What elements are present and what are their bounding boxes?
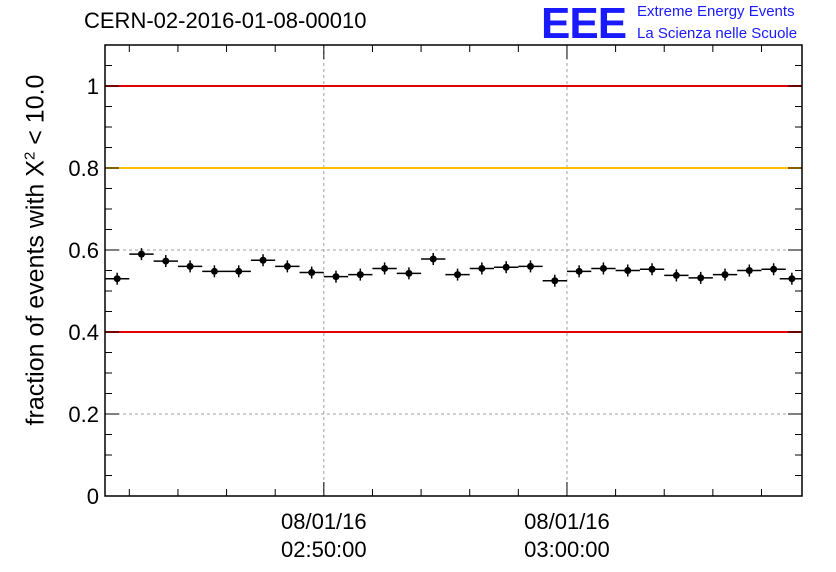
data-point [788, 275, 796, 283]
data-point [186, 262, 194, 270]
data-point [697, 274, 705, 282]
y-tick-label: 1 [87, 74, 99, 99]
x-tick-label-date: 08/01/16 [281, 509, 367, 534]
data-point [405, 269, 413, 277]
data-point [575, 267, 583, 275]
plot-frame [104, 44, 803, 497]
y-axis-label: fraction of events with X2 < 10.0 [21, 75, 50, 426]
data-point [551, 277, 559, 285]
data-point [283, 262, 291, 270]
data-point [381, 264, 389, 272]
y-tick-label: 0 [87, 484, 99, 509]
y-axis-label-prefix: fraction of events with X [21, 160, 50, 426]
data-point [745, 267, 753, 274]
data-point [599, 264, 607, 272]
data-point [308, 269, 316, 277]
data-point [770, 265, 778, 273]
chart-title: CERN-02-2016-01-08-00010 [84, 8, 367, 33]
data-point [210, 267, 218, 275]
logo-line-1: Extreme Energy Events [637, 3, 795, 20]
y-axis-label-suffix: < 10.0 [21, 74, 50, 152]
data-point [356, 271, 364, 279]
data-point [235, 267, 243, 275]
data-point [332, 273, 340, 281]
y-tick-label: 0.4 [68, 320, 99, 345]
y-tick-label: 0.6 [68, 238, 99, 263]
data-point [502, 263, 510, 271]
data-point [648, 265, 656, 273]
data-point [624, 267, 632, 274]
data-point [526, 262, 534, 270]
data-point [454, 271, 462, 279]
data-point [162, 257, 170, 265]
logo-line-2: La Scienza nelle Scuole [637, 25, 798, 42]
data-point [672, 271, 680, 279]
data-point [113, 275, 121, 283]
x-tick-label-time: 03:00:00 [524, 537, 610, 562]
eee-logo: EEE [541, 0, 627, 48]
data-point [429, 255, 437, 263]
data-point [478, 264, 486, 272]
x-tick-label-date: 08/01/16 [524, 509, 610, 534]
y-tick-label: 0.2 [68, 402, 99, 427]
y-axis-label-sup: 2 [21, 151, 39, 161]
x-tick-label-time: 02:50:00 [281, 537, 367, 562]
data-point [137, 250, 145, 258]
data-point [259, 256, 267, 264]
y-tick-label: 0.8 [68, 156, 99, 181]
data-point [721, 271, 729, 279]
